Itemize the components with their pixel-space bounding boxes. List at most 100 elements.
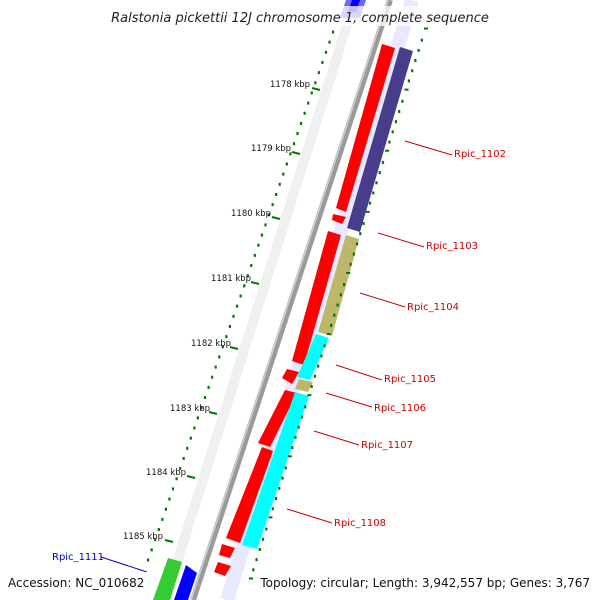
topology-backdrop xyxy=(255,572,600,594)
scale-dot xyxy=(328,40,331,44)
scale-dot xyxy=(398,109,401,113)
scale-dot xyxy=(420,38,423,42)
scale-dot xyxy=(182,456,185,460)
gene-leader-line xyxy=(325,392,373,408)
scale-dot xyxy=(186,446,189,450)
gene-forward-1-arrow xyxy=(332,214,346,224)
topology-label: Topology: circular; Length: 3,942,557 bp… xyxy=(259,576,590,590)
scale-dot xyxy=(352,252,355,256)
scale-dot xyxy=(297,425,300,429)
scale-dot xyxy=(164,507,167,511)
gene-leader-line xyxy=(404,140,453,156)
kbp-tick-mark xyxy=(271,216,281,220)
scale-dot xyxy=(407,79,410,83)
gene-forward-3 xyxy=(258,390,297,447)
scale-dot xyxy=(265,527,268,531)
scale-dot xyxy=(324,50,328,54)
outer-dotted-scale xyxy=(147,30,335,562)
scale-dot xyxy=(307,101,310,105)
scale-dot xyxy=(150,548,153,552)
kbp-tick-mark xyxy=(311,87,321,91)
kbp-tick-label: 1180 kbp xyxy=(231,209,271,219)
scale-dot xyxy=(368,201,372,205)
gene-label-rpic-1106[interactable]: Rpic_1106 xyxy=(374,403,426,414)
kbp-tick-label: 1185 kbp xyxy=(123,532,163,542)
gene-label-rpic-1107[interactable]: Rpic_1107 xyxy=(361,440,413,451)
kbp-tick-label: 1184 kbp xyxy=(146,468,186,478)
scale-dot xyxy=(196,416,200,420)
kbp-tick-label: 1178 kbp xyxy=(270,80,310,90)
scale-dot xyxy=(268,516,273,519)
scale-dot xyxy=(414,59,417,63)
scale-dot xyxy=(385,149,390,152)
scale-dot xyxy=(300,415,304,419)
gene-forward-4-arrow xyxy=(219,544,235,558)
gene-cyan-2 xyxy=(242,392,309,549)
scale-dot xyxy=(225,335,228,339)
scale-dot xyxy=(157,528,160,532)
scale-dot xyxy=(362,222,365,226)
gene-label-rpic-1105[interactable]: Rpic_1105 xyxy=(384,374,436,385)
scale-dot xyxy=(359,232,362,236)
kbp-ticks: 1178 kbp 1179 kbp 1180 kbp 1181 kbp 1182 kbp… xyxy=(123,80,321,543)
scale-dot xyxy=(228,324,232,328)
gene-label-rpic-1102[interactable]: Rpic_1102 xyxy=(454,149,506,160)
scale-dot xyxy=(292,142,296,146)
gene-leader-line xyxy=(100,556,148,573)
gene-leader-line xyxy=(313,430,360,446)
scale-dot xyxy=(161,517,164,521)
scale-dot xyxy=(147,558,150,562)
scale-dot xyxy=(258,547,261,551)
kbp-tick-mark xyxy=(291,151,301,155)
scale-dot xyxy=(307,394,312,397)
scale-dot xyxy=(317,71,320,75)
scale-dot xyxy=(342,283,346,287)
scale-dot xyxy=(323,344,326,348)
kbp-tick-label: 1181 kbp xyxy=(211,274,251,284)
scale-dot xyxy=(285,162,288,166)
gene-label-rpic-1111[interactable]: Rpic_1111 xyxy=(52,552,104,563)
kbp-tick-mark xyxy=(229,346,239,350)
gene-label-rpic-1104[interactable]: Rpic_1104 xyxy=(407,302,459,313)
kbp-tick-label: 1182 kbp xyxy=(191,339,231,349)
scale-dot xyxy=(271,203,274,207)
scale-dot xyxy=(394,120,398,124)
scale-dot xyxy=(261,537,265,541)
kbp-tick-label: 1179 kbp xyxy=(251,144,291,154)
forward-genes xyxy=(214,44,395,576)
scale-dot xyxy=(304,405,307,409)
gene-label-rpic-1103[interactable]: Rpic_1103 xyxy=(426,241,478,252)
gene-label-rpic-1108[interactable]: Rpic_1108 xyxy=(334,518,386,529)
scale-dot xyxy=(218,355,221,359)
scale-dot xyxy=(355,242,359,246)
scale-dot xyxy=(282,172,285,176)
scale-dot xyxy=(239,294,242,298)
gene-leader-line xyxy=(286,508,333,524)
scale-dot xyxy=(175,477,178,481)
kbp-tick-mark xyxy=(250,281,260,285)
kbp-tick-mark xyxy=(208,411,218,415)
scale-dot xyxy=(310,91,313,95)
scale-dot xyxy=(424,27,428,30)
scale-dot xyxy=(339,293,342,297)
scale-dot xyxy=(365,210,370,213)
scale-dot xyxy=(314,81,317,85)
scale-dot xyxy=(411,69,414,73)
scale-dot xyxy=(281,476,284,480)
kbp-tick-mark xyxy=(186,475,196,479)
gene-forward-2 xyxy=(292,231,341,365)
scale-dot xyxy=(214,365,217,369)
inner-dotted-scale xyxy=(249,27,428,580)
scale-dot xyxy=(243,284,246,288)
scale-dot xyxy=(249,577,253,580)
scale-dot xyxy=(284,466,287,470)
scale-dot xyxy=(391,130,394,134)
scale-dot xyxy=(320,354,323,358)
scale-dot xyxy=(193,426,196,430)
scale-dot xyxy=(189,436,192,440)
title-backdrop xyxy=(95,6,505,26)
scale-dot xyxy=(375,181,378,185)
scale-dot xyxy=(294,435,297,439)
scale-dot xyxy=(255,558,258,562)
